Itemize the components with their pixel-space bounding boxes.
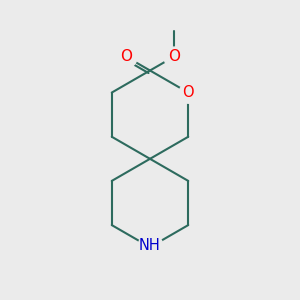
Text: NH: NH — [139, 238, 161, 253]
Text: O: O — [182, 85, 194, 100]
Text: O: O — [120, 49, 132, 64]
Text: O: O — [168, 49, 180, 64]
